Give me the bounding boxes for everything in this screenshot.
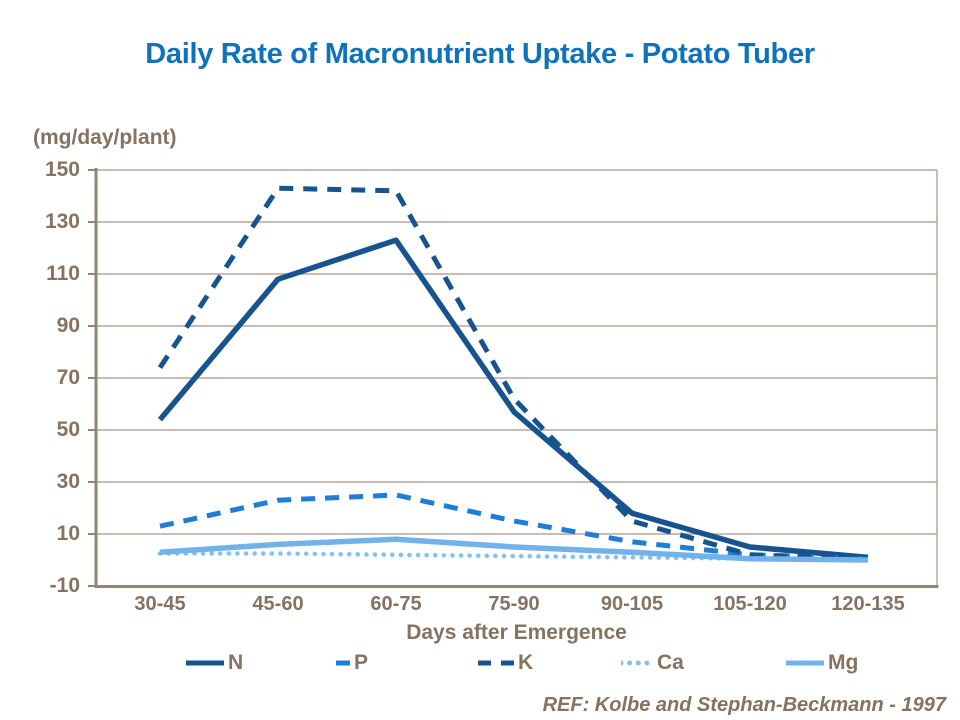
legend-label: K (518, 651, 534, 674)
legend-swatch-P (336, 660, 350, 666)
x-category-label: 105-120 (713, 593, 787, 615)
x-category-label: 120-135 (831, 593, 905, 615)
y-tick-label: 90 (56, 314, 80, 337)
y-tick-label: 50 (56, 418, 80, 441)
x-axis-title: Days after Emergence (406, 621, 627, 644)
y-tick-label: 150 (44, 158, 80, 181)
y-tick-label: 30 (56, 470, 80, 493)
legend-item-Mg: Mg (786, 650, 858, 676)
series-line-N (157, 237, 869, 561)
legend-item-K: K (478, 650, 533, 676)
y-tick-label: 10 (56, 522, 80, 545)
x-category-label: 60-75 (370, 593, 422, 615)
legend-swatch-Mg (786, 660, 824, 666)
series-line-Mg (159, 536, 869, 563)
chart-title: Daily Rate of Macronutrient Uptake - Pot… (145, 38, 815, 70)
legend-label: Mg (828, 651, 859, 674)
x-category-label: 75-90 (488, 593, 540, 615)
reference-note: REF: Kolbe and Stephan-Beckmann - 1997 (542, 694, 946, 716)
y-tick-label: 110 (46, 262, 80, 285)
legend-label: P (354, 651, 369, 674)
legend-item-Ca: Ca (621, 650, 684, 676)
series-line-K (157, 185, 869, 562)
x-category-label: 30-45 (134, 593, 186, 615)
x-category-label: 90-105 (600, 593, 664, 615)
legend-label: N (228, 651, 244, 674)
legend-item-P: P (336, 650, 368, 676)
legend-swatch-N (186, 660, 224, 666)
series-line-P (159, 492, 869, 562)
y-tick-label: 130 (44, 210, 80, 233)
legend-label: Ca (657, 651, 684, 674)
y-axis-unit-label: (mg/day/plant) (33, 126, 177, 149)
legend-swatch-Ca (621, 660, 653, 666)
series-line-Ca (157, 551, 871, 563)
y-tick-label: 70 (56, 366, 80, 389)
legend-swatch-K (478, 660, 514, 666)
y-tick-label: -10 (49, 574, 80, 597)
x-category-label: 45-60 (252, 593, 304, 615)
legend-item-N: N (186, 650, 243, 676)
